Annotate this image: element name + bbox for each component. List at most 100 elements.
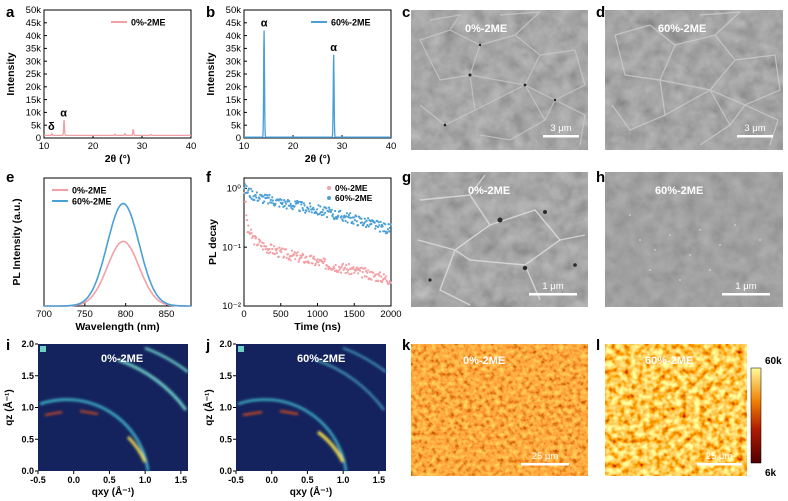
y-tick-label: 2.0 xyxy=(219,339,232,349)
panel-letter-j: j xyxy=(205,337,210,354)
y-tick-label: 45k xyxy=(26,18,42,29)
y-tick-label: 15k xyxy=(26,95,42,106)
decay-point xyxy=(308,202,311,205)
decay-point xyxy=(369,270,372,274)
pl-spectrum-line xyxy=(44,240,191,307)
decay-point xyxy=(318,264,321,267)
decay-point xyxy=(247,224,250,227)
decay-point xyxy=(357,267,360,270)
decay-point xyxy=(273,252,276,256)
decay-point xyxy=(384,277,387,280)
decay-point xyxy=(379,220,382,223)
x-axis-label: Wavelength (nm) xyxy=(75,321,159,333)
decay-point xyxy=(302,202,305,205)
decay-point xyxy=(338,268,341,271)
x-tick-label: 700 xyxy=(36,309,52,320)
decay-point xyxy=(322,213,325,216)
decay-point xyxy=(351,220,354,223)
x-tick-label: 750 xyxy=(77,309,93,320)
panel-letter-g: g xyxy=(402,169,411,186)
decay-point xyxy=(265,245,268,248)
decay-point xyxy=(293,205,296,208)
decay-point xyxy=(263,200,266,203)
decay-point xyxy=(377,221,380,224)
decay-point xyxy=(316,208,319,211)
sem-label-d: 60%-2ME xyxy=(658,23,706,35)
x-tick-label: 30 xyxy=(137,141,148,152)
decay-point xyxy=(251,236,254,239)
decay-point xyxy=(284,248,288,251)
pl-map-label-k: 0%-2ME xyxy=(463,355,505,367)
decay-point xyxy=(347,213,350,217)
decay-point xyxy=(355,215,358,218)
decay-point xyxy=(298,258,301,261)
colorbar-min-label: 6k xyxy=(765,468,777,479)
legend-marker xyxy=(327,196,331,200)
decay-point xyxy=(324,267,327,270)
decay-point xyxy=(388,230,391,233)
decay-point xyxy=(289,259,292,262)
decay-point xyxy=(312,208,315,211)
decay-point xyxy=(341,262,344,265)
decay-point xyxy=(288,257,291,260)
decay-point xyxy=(349,212,352,215)
decay-point xyxy=(363,222,366,225)
decay-point xyxy=(245,214,248,217)
decay-point xyxy=(261,248,264,251)
y-tick-label: 35k xyxy=(26,44,42,55)
y-tick-label: 45k xyxy=(226,18,242,29)
decay-point xyxy=(353,216,356,219)
decay-point xyxy=(367,269,370,272)
panel-letter-k: k xyxy=(402,337,411,354)
decay-point xyxy=(376,280,380,283)
y-tick-label: 10⁰ xyxy=(227,184,242,195)
decay-point xyxy=(352,222,355,225)
decay-point xyxy=(269,198,272,201)
decay-point xyxy=(266,194,269,197)
decay-point xyxy=(389,281,392,284)
decay-point xyxy=(324,258,327,261)
decay-point xyxy=(355,266,358,269)
decay-point xyxy=(344,271,347,275)
y-tick-label: 25k xyxy=(26,69,42,80)
y-tick-label: 0 xyxy=(36,133,41,144)
decay-point xyxy=(249,187,253,190)
decay-point xyxy=(347,262,350,266)
decay-point xyxy=(378,271,382,274)
decay-point xyxy=(366,224,369,227)
decay-point xyxy=(354,269,357,272)
decay-point xyxy=(288,200,291,203)
sem-scale-g: 1 μm xyxy=(542,281,563,292)
decay-point xyxy=(269,251,272,254)
y-tick-label: 35k xyxy=(226,44,242,55)
panel-letter-l: l xyxy=(596,337,600,354)
decay-point xyxy=(333,267,336,270)
decay-point xyxy=(386,231,389,234)
decay-point xyxy=(267,196,270,199)
decay-point xyxy=(294,252,298,255)
decay-point xyxy=(311,262,314,265)
x-tick-label: 1.0 xyxy=(337,475,350,485)
decay-point xyxy=(345,215,348,218)
decay-point xyxy=(261,201,264,205)
y-tick-label: 50k xyxy=(226,5,242,16)
decay-point xyxy=(322,208,325,211)
decay-point xyxy=(249,228,253,231)
decay-series-points xyxy=(243,191,392,285)
decay-point xyxy=(381,225,384,228)
x-tick-label: 1.5 xyxy=(373,475,386,485)
decay-point xyxy=(270,201,273,204)
decay-point xyxy=(345,264,348,267)
y-tick-label: 5k xyxy=(231,120,241,131)
panel-letter-d: d xyxy=(596,4,605,21)
peak-annotation: δ xyxy=(48,121,55,133)
decay-point xyxy=(301,207,304,210)
decay-point xyxy=(333,209,337,213)
y-tick-label: 50k xyxy=(26,5,42,16)
decay-point xyxy=(373,221,376,224)
y-axis-label: PL Intensity (a.u.) xyxy=(11,198,23,285)
decay-point xyxy=(270,243,273,246)
legend-label: 0%-2ME xyxy=(131,18,166,28)
